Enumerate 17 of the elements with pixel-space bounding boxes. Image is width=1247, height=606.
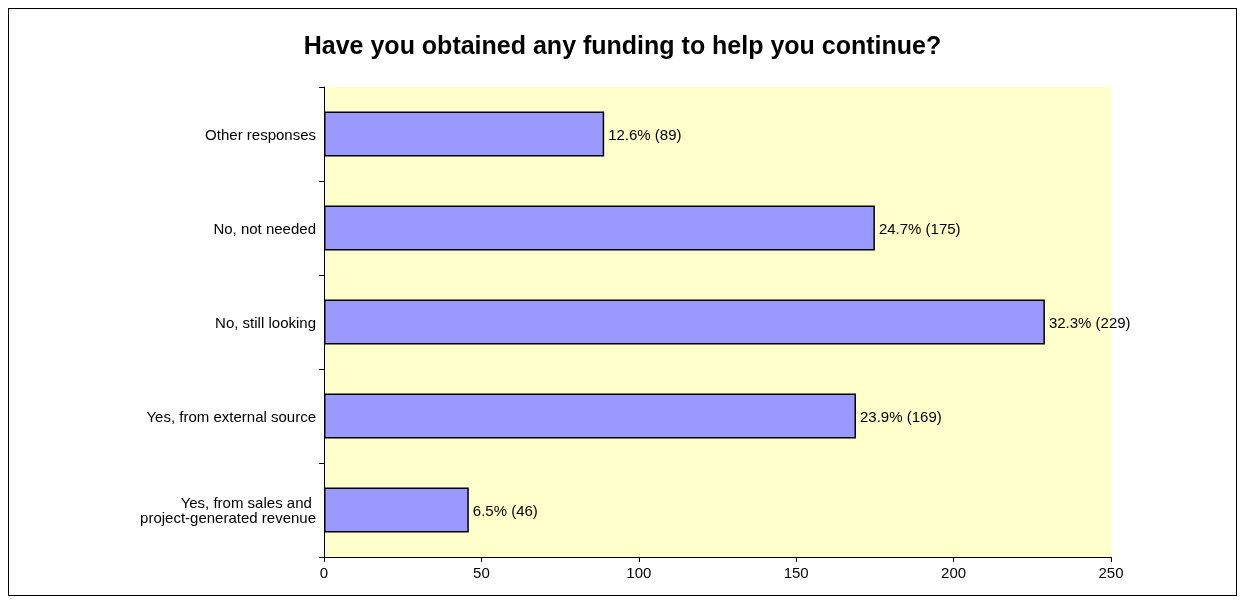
data-label: 24.7% (175) bbox=[878, 219, 961, 237]
data-label: 6.5% (46) bbox=[472, 501, 538, 519]
x-tick-label: 0 bbox=[319, 564, 329, 581]
chart-title: Have you obtained any funding to help you continue? bbox=[303, 30, 942, 59]
x-tick-label: 200 bbox=[941, 564, 967, 581]
data-label: 32.3% (229) bbox=[1048, 313, 1131, 331]
x-tick-label: 50 bbox=[473, 564, 490, 581]
y-tick-label: No, still looking bbox=[215, 313, 316, 331]
x-tick-label: 100 bbox=[626, 564, 652, 581]
data-label: 23.9% (169) bbox=[860, 407, 942, 425]
y-tick-label: No, not needed bbox=[213, 219, 316, 237]
x-tick-label: 150 bbox=[783, 564, 809, 581]
x-tick-label: 250 bbox=[1098, 564, 1124, 581]
y-tick-label: Yes, from sales and project-generated revenue bbox=[140, 494, 316, 526]
data-label: 12.6% (89) bbox=[608, 125, 682, 143]
y-tick-label: Other responses bbox=[205, 125, 316, 143]
y-tick-label: Yes, from external source bbox=[146, 407, 316, 425]
